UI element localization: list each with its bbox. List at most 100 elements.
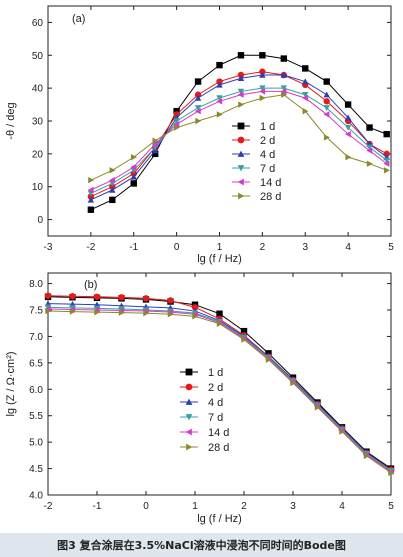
data-point (87, 206, 95, 213)
legend-label: 7 d (208, 412, 223, 424)
x-tick-label: -3 (44, 242, 53, 253)
data-point (259, 71, 266, 78)
data-point (152, 137, 159, 144)
series-2d (87, 68, 390, 200)
data-point (194, 91, 202, 98)
data-point (173, 118, 180, 125)
data-point (109, 176, 116, 184)
data-point (259, 52, 266, 59)
legend-marker (237, 122, 245, 130)
y-tick-label: 5.5 (29, 411, 43, 422)
data-point (130, 173, 137, 180)
legend-marker (237, 178, 244, 186)
data-point (151, 140, 158, 148)
legend-marker (238, 192, 245, 200)
data-point (118, 294, 125, 301)
data-point (383, 130, 390, 138)
x-tick-label: -1 (129, 242, 138, 253)
data-point (280, 71, 288, 78)
y-axis-label: -θ / deg (5, 102, 17, 139)
x-tick-label: 4 (339, 501, 345, 512)
data-point (259, 68, 266, 75)
data-point (167, 311, 174, 318)
data-point (87, 196, 95, 203)
data-point (194, 105, 202, 112)
y-tick-label: 50 (32, 51, 44, 62)
x-tick-label: 2 (260, 242, 266, 253)
x-tick-label: 5 (388, 242, 394, 253)
y-tick-label: 4.0 (29, 491, 43, 502)
panel-label: (a) (72, 13, 85, 25)
data-point (290, 379, 297, 387)
data-point (87, 193, 95, 200)
data-point (280, 88, 287, 95)
legend-label: 1 d (260, 121, 275, 133)
data-point (131, 153, 137, 161)
data-point (344, 124, 352, 131)
data-point (194, 78, 202, 85)
data-point (192, 313, 199, 320)
data-point (216, 61, 223, 69)
data-point (344, 101, 352, 108)
data-point (241, 336, 248, 343)
data-point (194, 107, 201, 115)
legend-label: 14 d (260, 177, 281, 189)
data-point (118, 309, 125, 316)
legend-label: 28 d (260, 191, 281, 203)
y-tick-label: 7.5 (29, 306, 43, 317)
panel-label: (b) (84, 279, 97, 291)
data-point (130, 180, 137, 187)
legend-label: 14 d (208, 427, 229, 439)
data-point (93, 293, 101, 300)
data-point (366, 144, 373, 151)
data-point (216, 111, 223, 118)
data-point (323, 105, 330, 112)
legend-entry: 28 d (232, 191, 281, 203)
legend-marker (237, 136, 245, 144)
legend-marker (237, 150, 245, 157)
data-point (302, 91, 309, 98)
x-tick-label: 3 (290, 501, 296, 512)
legend-entry: 2 d (232, 135, 275, 147)
chart-panel-b: -2 -1 0 1 2 3 4 5 4.0 4.5 5.0 5.5 6.0 6.5 7.0 7.5 8.0 (b)… (5, 272, 394, 525)
data-point (344, 114, 352, 121)
data-point (383, 167, 390, 174)
legend-label: 4 d (260, 149, 275, 161)
x-tick-label: -1 (93, 501, 102, 512)
legend-marker (185, 398, 193, 405)
data-point (323, 78, 330, 85)
data-point (237, 71, 245, 79)
legend-entry: 7 d (180, 412, 223, 424)
y-tick-label: 6.5 (29, 358, 43, 369)
data-point (88, 176, 95, 184)
figure-caption: 图3 复合涂层在3.5%NaCl溶液中浸泡不同时间的Bode图 (0, 533, 403, 557)
legend-marker (185, 414, 193, 421)
data-point (109, 196, 116, 204)
y-axis-label: lg (Z / Ω·cm²) (5, 351, 17, 416)
data-point (173, 121, 180, 128)
legend-label: 4 d (208, 397, 223, 409)
data-point (109, 186, 116, 193)
data-point (216, 78, 223, 85)
data-point (366, 147, 373, 154)
data-point (259, 94, 266, 102)
x-tick-label: 2 (241, 501, 247, 512)
data-point (259, 85, 266, 92)
data-point (237, 52, 245, 59)
data-point (344, 130, 351, 138)
data-point (69, 308, 76, 315)
data-point (237, 88, 245, 95)
data-point (216, 95, 223, 102)
data-point (237, 75, 245, 82)
y-tick-label: 6.0 (29, 385, 43, 396)
legend-label: 7 d (260, 163, 275, 175)
data-point (191, 304, 199, 311)
data-point (194, 94, 202, 101)
data-point (366, 160, 373, 167)
data-point (345, 153, 352, 161)
data-point (167, 297, 174, 304)
x-axis-label: lg (f / Hz) (197, 253, 242, 265)
legend-marker (185, 428, 192, 436)
